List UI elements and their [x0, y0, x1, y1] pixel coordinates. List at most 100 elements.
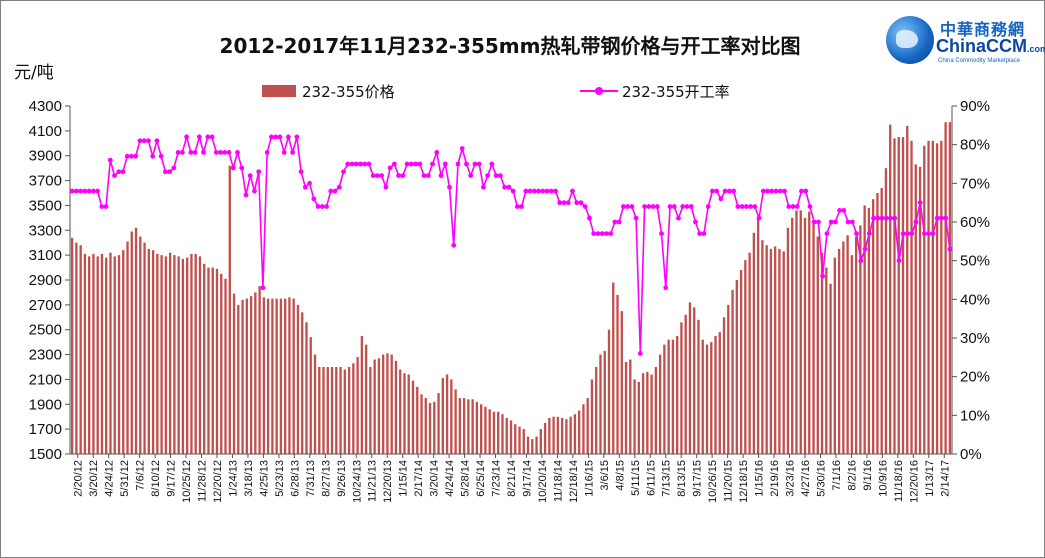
price-bar — [948, 122, 952, 454]
x-tick-label: 11/18/14 — [552, 460, 564, 502]
utilization-point — [565, 200, 571, 206]
right-y-tick-label: 10% — [960, 407, 990, 424]
utilization-point — [917, 200, 923, 206]
price-bar — [382, 354, 385, 454]
utilization-point — [922, 231, 927, 237]
utilization-point — [900, 231, 906, 237]
price-bar — [590, 379, 594, 454]
utilization-point — [489, 161, 495, 167]
utilization-point — [650, 204, 656, 209]
price-bar — [262, 297, 266, 454]
price-bar — [552, 416, 555, 454]
legend-bar-swatch — [262, 85, 296, 97]
utilization-point — [430, 161, 435, 167]
utilization-point — [252, 188, 257, 194]
utilization-point — [502, 184, 508, 190]
utilization-point — [531, 188, 537, 194]
utilization-point — [773, 188, 779, 194]
price-bar — [654, 367, 658, 454]
utilization-point — [934, 215, 940, 221]
utilization-point — [905, 231, 910, 237]
utilization-point — [146, 138, 151, 144]
price-bar — [940, 140, 943, 455]
price-bar — [727, 304, 730, 454]
utilization-point — [158, 153, 164, 159]
x-tick-label: 4/24/14 — [444, 460, 456, 497]
utilization-point — [129, 153, 134, 159]
price-bar — [876, 193, 879, 454]
price-bar — [514, 424, 517, 454]
utilization-point — [281, 150, 287, 155]
price-bar — [322, 367, 325, 454]
utilization-point — [557, 200, 563, 206]
utilization-point — [659, 231, 664, 237]
right-y-tick-label: 60% — [960, 214, 990, 231]
price-bar — [650, 374, 653, 454]
price-bar — [143, 242, 146, 454]
utilization-point — [196, 134, 202, 140]
price-bar — [428, 403, 432, 454]
price-bar — [147, 248, 150, 454]
utilization-point — [807, 204, 813, 209]
x-tick-label: 7/13/15 — [661, 460, 673, 497]
utilization-point — [824, 231, 830, 237]
utilization-point — [315, 204, 321, 209]
price-bar — [275, 298, 278, 454]
price-bar — [284, 298, 287, 454]
left-y-tick-label: 2100 — [29, 371, 62, 388]
price-bar — [803, 217, 807, 454]
price-bar — [416, 386, 419, 454]
utilization-point — [358, 161, 363, 167]
price-bar — [122, 250, 125, 454]
price-bars — [70, 122, 952, 455]
x-tick-label: 5/30/16 — [815, 460, 827, 497]
utilization-point — [285, 134, 291, 140]
price-bar — [126, 241, 129, 454]
utilization-point — [527, 188, 533, 194]
utilization-point — [701, 231, 707, 237]
utilization-point — [633, 215, 639, 221]
price-bar — [880, 188, 883, 454]
utilization-point — [336, 184, 342, 190]
left-y-tick-label: 3900 — [29, 148, 62, 165]
utilization-point — [726, 188, 732, 194]
x-tick-label: 7/31/13 — [305, 460, 317, 497]
price-bar — [578, 410, 581, 454]
utilization-point — [421, 173, 427, 179]
price-bar — [471, 399, 474, 454]
x-tick-label: 11/21/13 — [367, 460, 379, 502]
price-bar — [88, 256, 91, 454]
x-tick-label: 7/23/14 — [491, 460, 503, 497]
x-tick-label: 4/24/12 — [104, 460, 116, 497]
utilization-point — [184, 134, 190, 140]
utilization-point — [722, 188, 728, 194]
utilization-point — [413, 161, 418, 167]
legend-price-label: 232-355价格 — [302, 82, 395, 101]
price-bar — [151, 250, 155, 454]
utilization-point — [875, 215, 881, 221]
left-y-tick-labels: 4300 4100 3900 3700 3500 3300 3100 2900 2700 2500… — [29, 98, 70, 463]
utilization-point — [116, 169, 122, 175]
utilization-point — [620, 204, 626, 209]
x-tick-label: 9/17/14 — [521, 460, 533, 497]
price-bar — [164, 256, 168, 454]
price-bar — [220, 273, 223, 454]
legend-price: 232-355价格 — [262, 80, 395, 102]
utilization-point — [154, 138, 160, 144]
price-bar — [526, 436, 530, 454]
price-bar — [620, 311, 623, 454]
utilization-point — [90, 188, 96, 194]
utilization-point — [73, 188, 79, 194]
utilization-point — [455, 161, 461, 167]
price-bar — [786, 227, 790, 454]
utilization-point — [86, 188, 92, 194]
utilization-point — [192, 150, 198, 155]
x-tick-label: 12/20/12 — [212, 460, 224, 503]
x-tick-label: 4/25/13 — [258, 460, 270, 497]
utilization-point — [205, 134, 211, 140]
x-tick-label: 6/28/13 — [289, 460, 301, 497]
price-bar — [492, 411, 496, 454]
x-tick-label: 12/20/16 — [908, 460, 920, 503]
price-bar — [795, 210, 798, 454]
price-bar — [718, 332, 721, 454]
